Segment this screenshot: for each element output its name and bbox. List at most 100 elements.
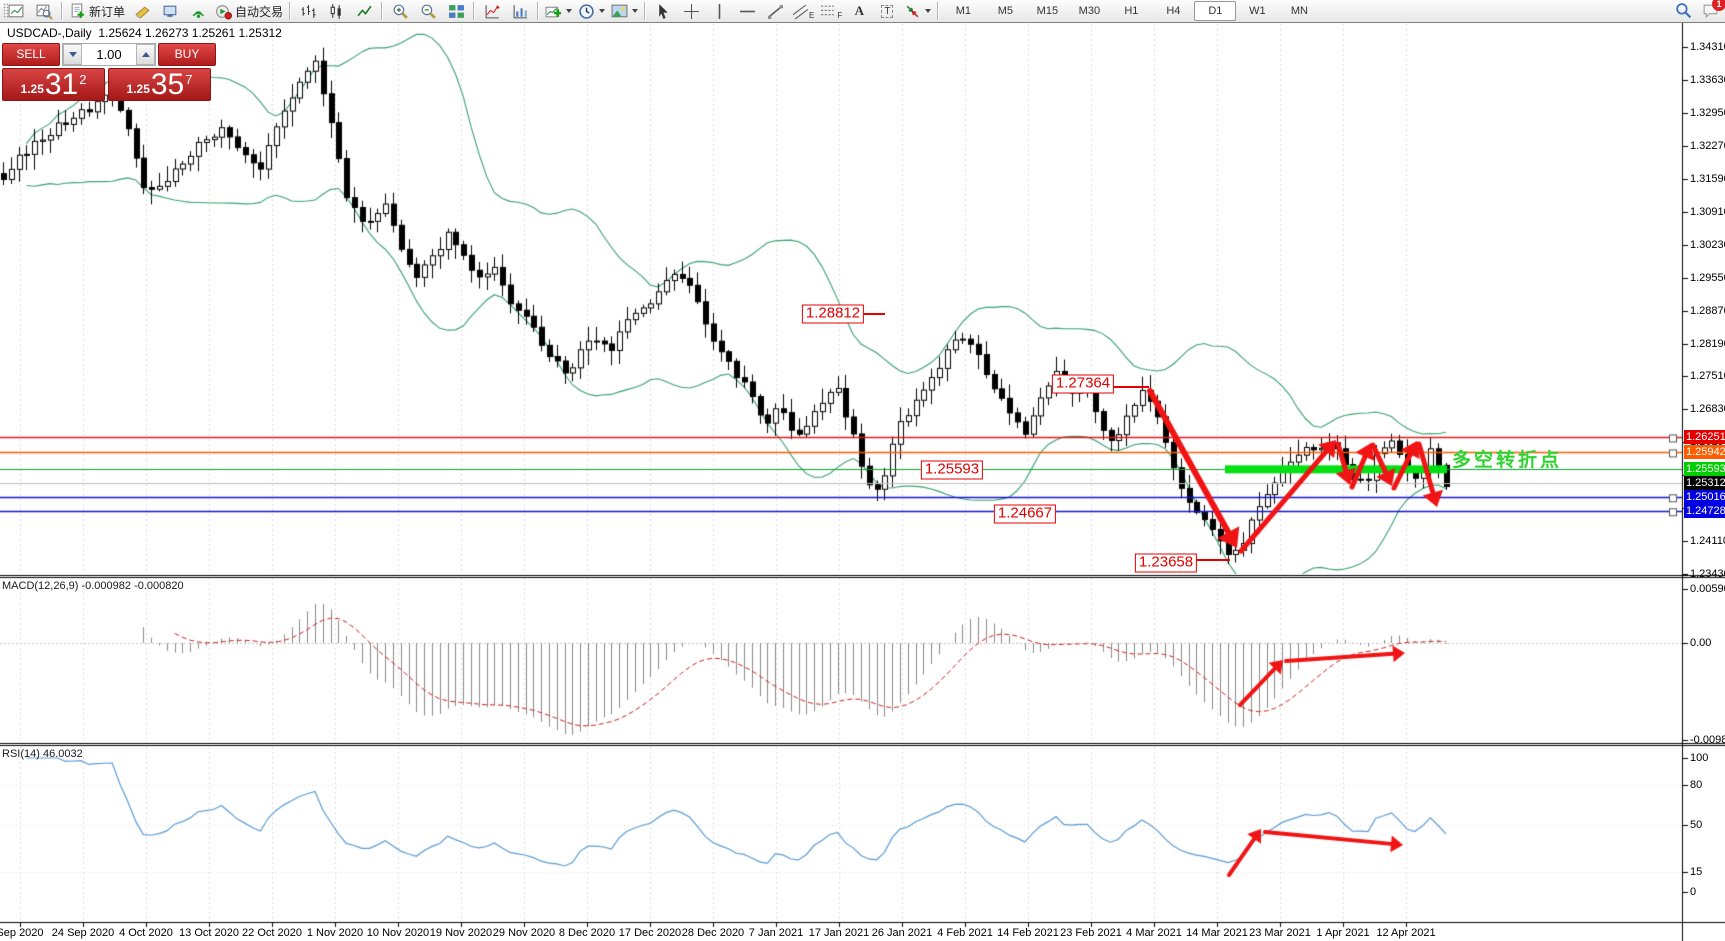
indicator-list-icon[interactable] <box>506 1 534 21</box>
rsi-indicator-label: RSI(14) 46.0032 <box>2 748 83 760</box>
new-order-label: 新订单 <box>89 4 126 19</box>
toolbar-grip[interactable] <box>3 3 8 19</box>
search-icon[interactable] <box>1675 2 1692 19</box>
macd-axis-tick: 0.005908 <box>1690 583 1725 595</box>
date-axis-label: 4 Feb 2021 <box>937 927 993 939</box>
zoom-in-icon[interactable] <box>386 1 414 21</box>
timeframe-MN[interactable]: MN <box>1290 5 1308 17</box>
chart-price-label[interactable]: 1.27364 <box>1051 374 1115 394</box>
chart-window-icon[interactable] <box>2 1 30 21</box>
label-connector-line <box>1196 559 1230 561</box>
horizontal-line-icon[interactable] <box>733 1 761 21</box>
date-axis-label: 13 Oct 2020 <box>179 927 239 939</box>
timeframe-M30[interactable]: M30 <box>1078 5 1101 17</box>
equidistant-channel-icon[interactable]: E <box>789 1 817 21</box>
timeframe-M1[interactable]: M1 <box>955 5 972 17</box>
tile-windows-icon[interactable] <box>442 1 470 21</box>
toolbar-separator <box>381 2 384 20</box>
indicators-icon[interactable] <box>478 1 506 21</box>
styles-icon[interactable] <box>128 1 156 21</box>
dropdown-caret[interactable] <box>925 9 932 13</box>
sell-button[interactable]: SELL <box>2 43 60 66</box>
date-axis-label: 26 Jan 2021 <box>871 927 933 939</box>
fibo-letter: F <box>837 10 843 20</box>
fibonacci-icon[interactable]: F <box>817 1 845 21</box>
templates-button[interactable] <box>608 1 641 21</box>
arrows-icon[interactable] <box>901 1 934 21</box>
toolbar-separator <box>644 2 647 20</box>
buy-price-sup: 7 <box>185 72 193 87</box>
add-indicator-button[interactable] <box>542 1 575 21</box>
chart-price-label[interactable]: 1.25593 <box>920 460 984 480</box>
chart-price-label[interactable]: 1.23658 <box>1134 553 1198 573</box>
chart-annotation-text[interactable]: 多空转折点 <box>1452 450 1563 471</box>
signals-icon[interactable] <box>184 1 212 21</box>
sell-price-box[interactable]: 1.25 31 2 <box>2 68 105 101</box>
triangle-down-icon <box>68 52 77 57</box>
dropdown-caret[interactable] <box>599 9 606 13</box>
chat-icon[interactable]: 1 <box>1702 0 1725 19</box>
toolbar-separator <box>289 2 292 20</box>
buy-button[interactable]: BUY <box>158 43 216 66</box>
cursor-icon[interactable] <box>649 1 677 21</box>
date-axis-label: 24 Sep 2020 <box>51 927 115 939</box>
crosshair-icon[interactable] <box>677 1 705 21</box>
zoom-out-icon[interactable] <box>414 1 442 21</box>
date-axis-label: 14 Mar 2021 <box>1186 927 1248 939</box>
main-toolbar: 新订单 自动交易 <box>0 0 1725 23</box>
chat-badge: 1 <box>1712 0 1725 11</box>
vertical-line-icon[interactable] <box>705 1 733 21</box>
line-chart-icon[interactable] <box>350 1 378 21</box>
date-axis-label: 23 Feb 2021 <box>1060 927 1122 939</box>
bars-chart-icon[interactable] <box>294 1 322 21</box>
timeframe-H4[interactable]: H4 <box>1166 5 1181 17</box>
trade-panel-prices: 1.25 31 2 1.25 35 7 <box>2 68 211 101</box>
sell-price-sup: 2 <box>79 72 87 87</box>
dropdown-caret[interactable] <box>632 9 639 13</box>
text-letter: A <box>854 3 865 18</box>
axis-price-label: 1.25942 <box>1684 445 1725 460</box>
timeframe-H1[interactable]: H1 <box>1124 5 1139 17</box>
timeframe-M15[interactable]: M15 <box>1036 5 1059 17</box>
price-axis-tick: 1.29550 <box>1690 271 1725 284</box>
label-connector-line <box>1113 386 1149 388</box>
text-icon[interactable]: A <box>845 1 873 21</box>
triangle-up-icon <box>141 52 150 57</box>
buy-price-big: 35 <box>150 68 185 101</box>
tick-chart-icon[interactable] <box>30 1 58 21</box>
rsi-axis-tick: 0 <box>1690 886 1697 898</box>
date-axis-label: 17 Dec 2020 <box>618 927 682 939</box>
chart-price-label[interactable]: 1.28812 <box>801 304 865 324</box>
date-axis-label: 4 Mar 2021 <box>1126 927 1182 939</box>
trendline-icon[interactable] <box>761 1 789 21</box>
toolbar-separator <box>473 2 476 20</box>
chart-price-label[interactable]: 1.24667 <box>993 504 1057 524</box>
candles-chart-icon[interactable] <box>322 1 350 21</box>
experts-icon[interactable] <box>156 1 184 21</box>
price-axis-tick: 1.32270 <box>1690 139 1725 152</box>
date-axis-label: 23 Mar 2021 <box>1249 927 1311 939</box>
periods-clock-button[interactable] <box>575 1 608 21</box>
axis-price-label: 1.24728 <box>1684 504 1725 519</box>
text-label-icon[interactable]: T <box>873 1 901 21</box>
date-axis-label: 8 Dec 2020 <box>558 927 616 939</box>
timeframe-D1[interactable]: D1 <box>1194 1 1237 21</box>
date-axis-label: 10 Nov 2020 <box>366 927 430 939</box>
date-axis-label: 7 Jan 2021 <box>748 927 804 939</box>
dropdown-caret[interactable] <box>566 9 573 13</box>
date-axis-label: 17 Jan 2021 <box>808 927 870 939</box>
volume-increase-button[interactable] <box>136 44 155 65</box>
timeframe-M5[interactable]: M5 <box>997 5 1014 17</box>
volume-input[interactable] <box>82 44 136 65</box>
price-axis-tick: 1.30910 <box>1690 205 1725 218</box>
new-order-button[interactable]: 新订单 <box>66 1 128 21</box>
timeframe-W1[interactable]: W1 <box>1249 5 1266 17</box>
date-axis-label: 28 Dec 2020 <box>681 927 745 939</box>
autotrade-button[interactable]: 自动交易 <box>212 1 286 21</box>
buy-price-box[interactable]: 1.25 35 7 <box>108 68 211 101</box>
volume-decrease-button[interactable] <box>63 44 82 65</box>
date-axis-label: 4 Oct 2020 <box>119 927 173 939</box>
